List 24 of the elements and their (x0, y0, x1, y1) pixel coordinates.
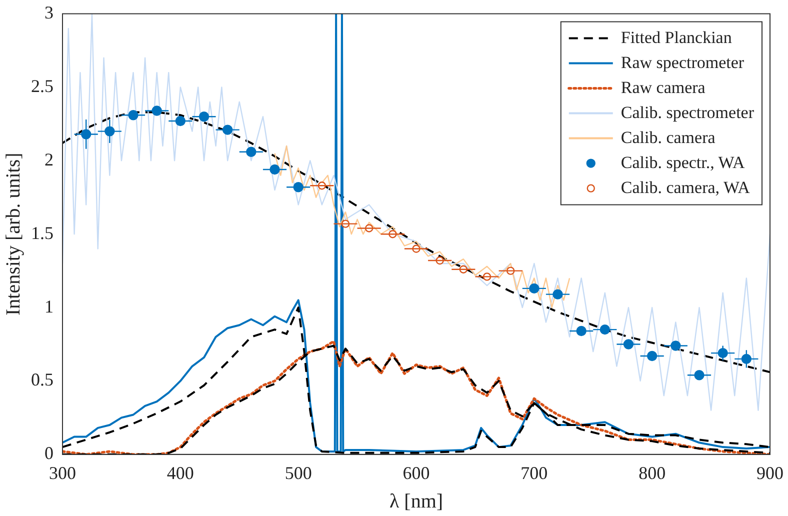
legend-label: Fitted Planckian (620, 28, 732, 47)
y-tick-label: 2 (44, 149, 54, 170)
x-tick-label: 700 (520, 462, 548, 483)
y-tick-label: 0.5 (31, 370, 54, 390)
legend-label: Raw camera (620, 78, 706, 97)
x-tick-label: 600 (402, 462, 430, 483)
x-axis-title: λ [nm] (389, 490, 444, 512)
x-tick-label: 900 (756, 462, 784, 483)
legend-label: Calib. spectr., WA (620, 152, 746, 172)
legend-label: Calib. camera, WA (620, 178, 751, 197)
x-tick-label: 800 (638, 462, 666, 483)
legend-label: Calib. camera (620, 128, 716, 147)
y-tick-label: 1 (44, 296, 54, 316)
y-tick-label: 1.5 (31, 222, 54, 243)
legend-label: Calib. spectrometer (620, 102, 754, 122)
y-tick-label: 2.5 (31, 76, 54, 96)
x-tick-label: 500 (284, 462, 312, 483)
y-axis-title: Intensity [arb. units] (2, 152, 24, 316)
line-series (62, 306, 770, 454)
legend-label: Raw spectrometer (620, 52, 744, 72)
x-tick-label: 400 (166, 462, 194, 483)
y-tick-label: 0 (44, 443, 54, 464)
x-tick-label: 300 (49, 462, 76, 483)
y-tick-label: 3 (44, 2, 54, 23)
